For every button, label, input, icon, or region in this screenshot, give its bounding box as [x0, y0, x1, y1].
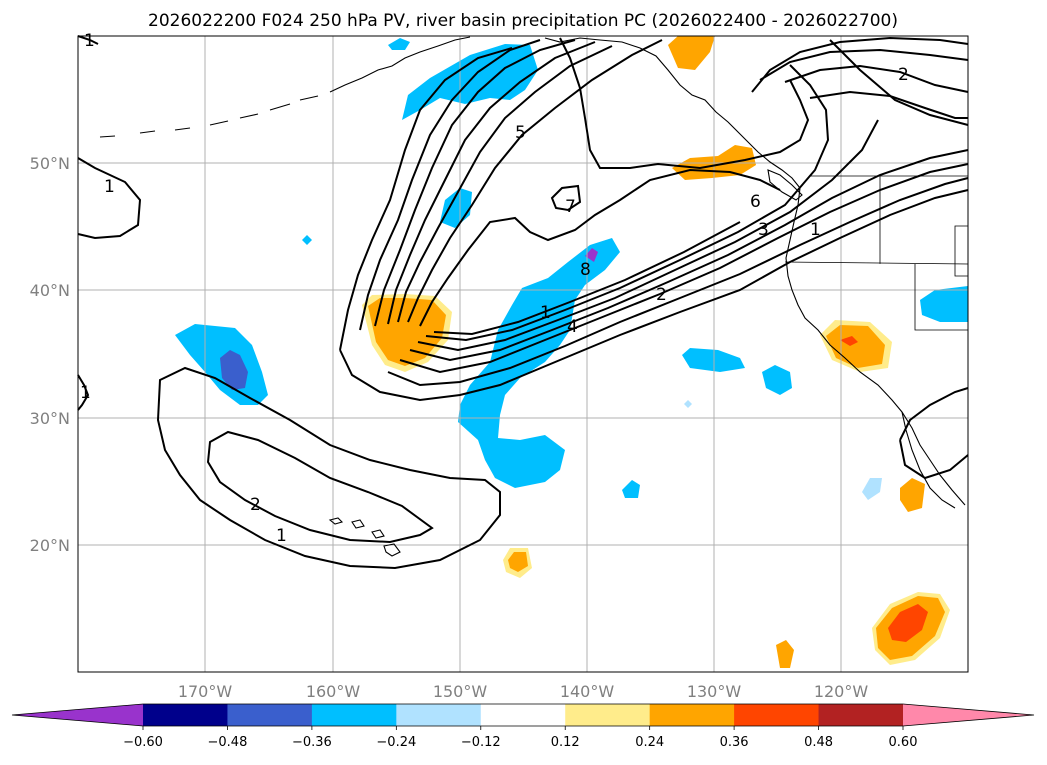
- contour-2: [359, 39, 969, 387]
- lon-label: 140°W: [560, 682, 615, 701]
- pos-area-california-core: [840, 336, 858, 346]
- colorbar-tick-label: 0.24: [635, 735, 664, 750]
- west-coast-us: [785, 187, 966, 506]
- pos-area-small-south: [776, 640, 794, 668]
- contour-1-california: [899, 387, 969, 480]
- contour-7: [419, 168, 781, 336]
- contour-7-closed: [550, 184, 582, 212]
- colorbar-tick-label: −0.12: [461, 735, 501, 750]
- neg-area-great-basin: [920, 286, 968, 322]
- contour-label: 1: [84, 31, 95, 51]
- colorbar-segment: [227, 704, 313, 726]
- vancouver-island: [767, 169, 803, 201]
- pos-area-mexico-core: [888, 604, 928, 642]
- longitude-labels: 170°W 160°W 150°W 140°W 130°W 120°W: [178, 682, 869, 701]
- colorbar-tick-label: 0.48: [804, 735, 833, 750]
- contour-label: 3: [758, 220, 769, 240]
- colorbar-tick-label: −0.36: [292, 735, 332, 750]
- neg-area-dot-1: [302, 235, 312, 245]
- pos-area-subtropic-1-core: [508, 552, 528, 572]
- colorbar-tick-label: 0.12: [551, 735, 580, 750]
- alaska-peninsula-coast: [329, 36, 471, 93]
- contour-4: [387, 41, 969, 362]
- contour-label: 1: [80, 383, 91, 403]
- lon-label: 130°W: [687, 682, 742, 701]
- contour-3: [374, 39, 969, 374]
- contour-label: 6: [750, 192, 761, 212]
- neg-area-central-core: [585, 248, 598, 262]
- lat-label: 20°N: [30, 536, 70, 555]
- contour-1-north-main: [77, 157, 142, 240]
- neg-area-small-4: [862, 478, 882, 500]
- lat-label: 40°N: [30, 281, 70, 300]
- map-title: 2026022200 F024 250 hPa PV, river basin …: [148, 11, 898, 31]
- lon-label: 170°W: [178, 682, 233, 701]
- colorbar-segment: [649, 704, 735, 726]
- contour-1-east: [339, 189, 969, 402]
- neg-area-dot-2: [684, 400, 692, 408]
- neg-area-east-pac-2: [762, 365, 792, 395]
- pos-area-baja: [900, 478, 925, 512]
- colorbar-extend-low: [12, 704, 143, 726]
- contour-north-east: [751, 36, 969, 119]
- contour-label: 4: [567, 317, 578, 337]
- contour-5: [397, 45, 879, 352]
- colorbar-segment: [480, 704, 566, 726]
- alaska-south-coast: [544, 37, 801, 189]
- neg-area-small-5: [388, 38, 410, 50]
- contour-1-main-trough: [339, 37, 969, 351]
- colorbar-extend-high: [903, 704, 1034, 726]
- contour-label: 7: [565, 197, 576, 217]
- aleutian-chain: [99, 95, 319, 138]
- colorbar-segment: [818, 704, 904, 726]
- colorbar: −0.60 −0.48 −0.36 −0.24 −0.12 0.12 0.24 0.36 0.4…: [11, 703, 1035, 750]
- coastlines: [99, 36, 966, 557]
- map-panel: 1 1 1 2 1 5 7 1 4 8 2 6 3 1 2: [77, 31, 969, 673]
- neg-area-west-pacific-core: [220, 350, 248, 390]
- lon-label: 160°W: [306, 682, 361, 701]
- contour-1-subtropic: [156, 366, 501, 570]
- contour-label: 1: [276, 526, 287, 546]
- contour-label: 1: [104, 177, 115, 197]
- hawaii-islands: [328, 517, 401, 557]
- pos-area-bc-coast: [668, 36, 715, 70]
- colorbar-tick-label: 0.36: [720, 735, 749, 750]
- lat-label: 30°N: [30, 409, 70, 428]
- map-frame: [77, 35, 969, 673]
- contour-6: [407, 39, 830, 342]
- colorbar-tick-label: −0.60: [123, 735, 163, 750]
- contour-label: 2: [250, 495, 261, 515]
- colorbar-tick-label: −0.48: [208, 735, 248, 750]
- contour-1-west-edge: [77, 35, 99, 411]
- colorbar-tick-label: 0.60: [889, 735, 918, 750]
- contour-label: 8: [580, 260, 591, 280]
- pv-contours: 1 1 1 2 1 5 7 1 4 8 2 6 3 1 2: [77, 31, 969, 570]
- neg-area-central-band: [458, 238, 620, 488]
- contour-label: 1: [810, 220, 821, 240]
- contour-label: 5: [515, 123, 526, 143]
- colorbar-segment: [143, 704, 228, 726]
- lon-label: 120°W: [814, 682, 869, 701]
- lon-label: 150°W: [433, 682, 488, 701]
- colorbar-segment: [311, 704, 397, 726]
- contour-2-subtropic: [206, 430, 434, 544]
- contour-label: 1: [540, 303, 551, 323]
- latitude-labels: 50°N 40°N 30°N 20°N: [30, 154, 70, 555]
- colorbar-segment: [565, 704, 651, 726]
- neg-area-small-3: [622, 480, 640, 498]
- graticule: [78, 36, 968, 672]
- colorbar-segment: [734, 704, 820, 726]
- contour-label: 2: [656, 285, 667, 305]
- contour-label: 2: [898, 65, 909, 85]
- colorbar-segment: [396, 704, 482, 726]
- lat-label: 50°N: [30, 154, 70, 173]
- colorbar-tick-label: −0.24: [376, 735, 416, 750]
